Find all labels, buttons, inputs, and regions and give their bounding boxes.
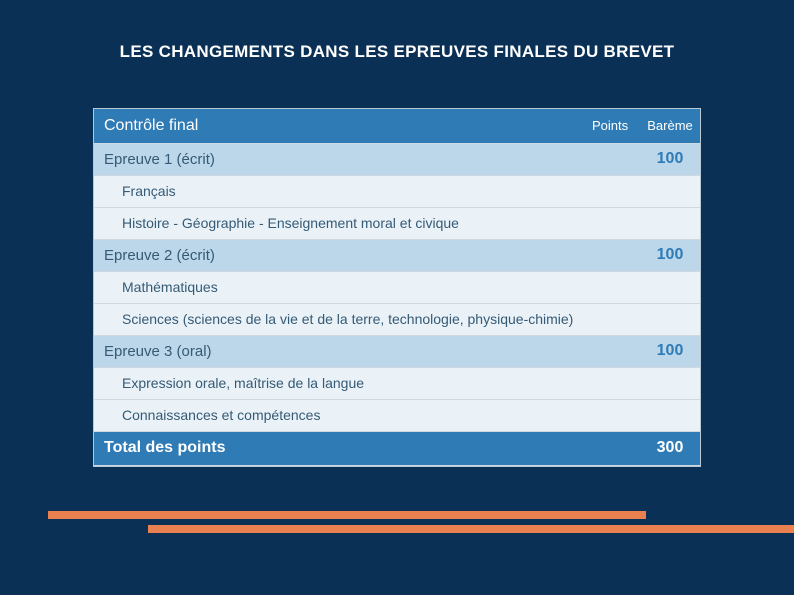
row-label: Total des points (94, 431, 580, 465)
row-bareme: 100 (640, 335, 700, 367)
row-points (580, 303, 640, 335)
row-points (580, 239, 640, 271)
slide-title: LES CHANGEMENTS DANS LES EPREUVES FINALE… (0, 42, 794, 62)
table-row: Français (94, 175, 700, 207)
row-label: Epreuve 2 (écrit) (94, 239, 580, 271)
table-row: Epreuve 1 (écrit) 100 (94, 143, 700, 175)
row-bareme (640, 175, 700, 207)
row-points (580, 143, 640, 175)
row-label: Epreuve 1 (écrit) (94, 143, 580, 175)
row-label: Sciences (sciences de la vie et de la te… (94, 303, 580, 335)
accent-bar (148, 525, 794, 533)
row-points (580, 271, 640, 303)
brevet-table: Contrôle final Points Barème Epreuve 1 (… (93, 108, 701, 467)
table-row-total: Total des points 300 (94, 431, 700, 465)
accent-bar (48, 511, 646, 519)
row-points (580, 399, 640, 431)
table-row: Sciences (sciences de la vie et de la te… (94, 303, 700, 335)
row-label: Mathématiques (94, 271, 580, 303)
table-row: Mathématiques (94, 271, 700, 303)
row-points (580, 335, 640, 367)
row-label: Expression orale, maîtrise de la langue (94, 367, 580, 399)
row-bareme (640, 303, 700, 335)
row-bareme: 100 (640, 143, 700, 175)
row-points (580, 207, 640, 239)
row-label: Epreuve 3 (oral) (94, 335, 580, 367)
row-label: Histoire - Géographie - Enseignement mor… (94, 207, 580, 239)
header-points: Points (580, 109, 640, 143)
table-header-row: Contrôle final Points Barème (94, 109, 700, 143)
table-row: Epreuve 2 (écrit) 100 (94, 239, 700, 271)
row-label: Connaissances et compétences (94, 399, 580, 431)
table-row: Expression orale, maîtrise de la langue (94, 367, 700, 399)
table-row: Histoire - Géographie - Enseignement mor… (94, 207, 700, 239)
row-bareme (640, 271, 700, 303)
row-points (580, 431, 640, 465)
row-bareme (640, 399, 700, 431)
row-bareme: 100 (640, 239, 700, 271)
table-row: Connaissances et compétences (94, 399, 700, 431)
header-bareme: Barème (640, 109, 700, 143)
row-bareme (640, 367, 700, 399)
row-bareme: 300 (640, 431, 700, 465)
row-label: Français (94, 175, 580, 207)
table-row: Epreuve 3 (oral) 100 (94, 335, 700, 367)
header-main: Contrôle final (94, 109, 580, 143)
row-bareme (640, 207, 700, 239)
row-points (580, 175, 640, 207)
row-points (580, 367, 640, 399)
